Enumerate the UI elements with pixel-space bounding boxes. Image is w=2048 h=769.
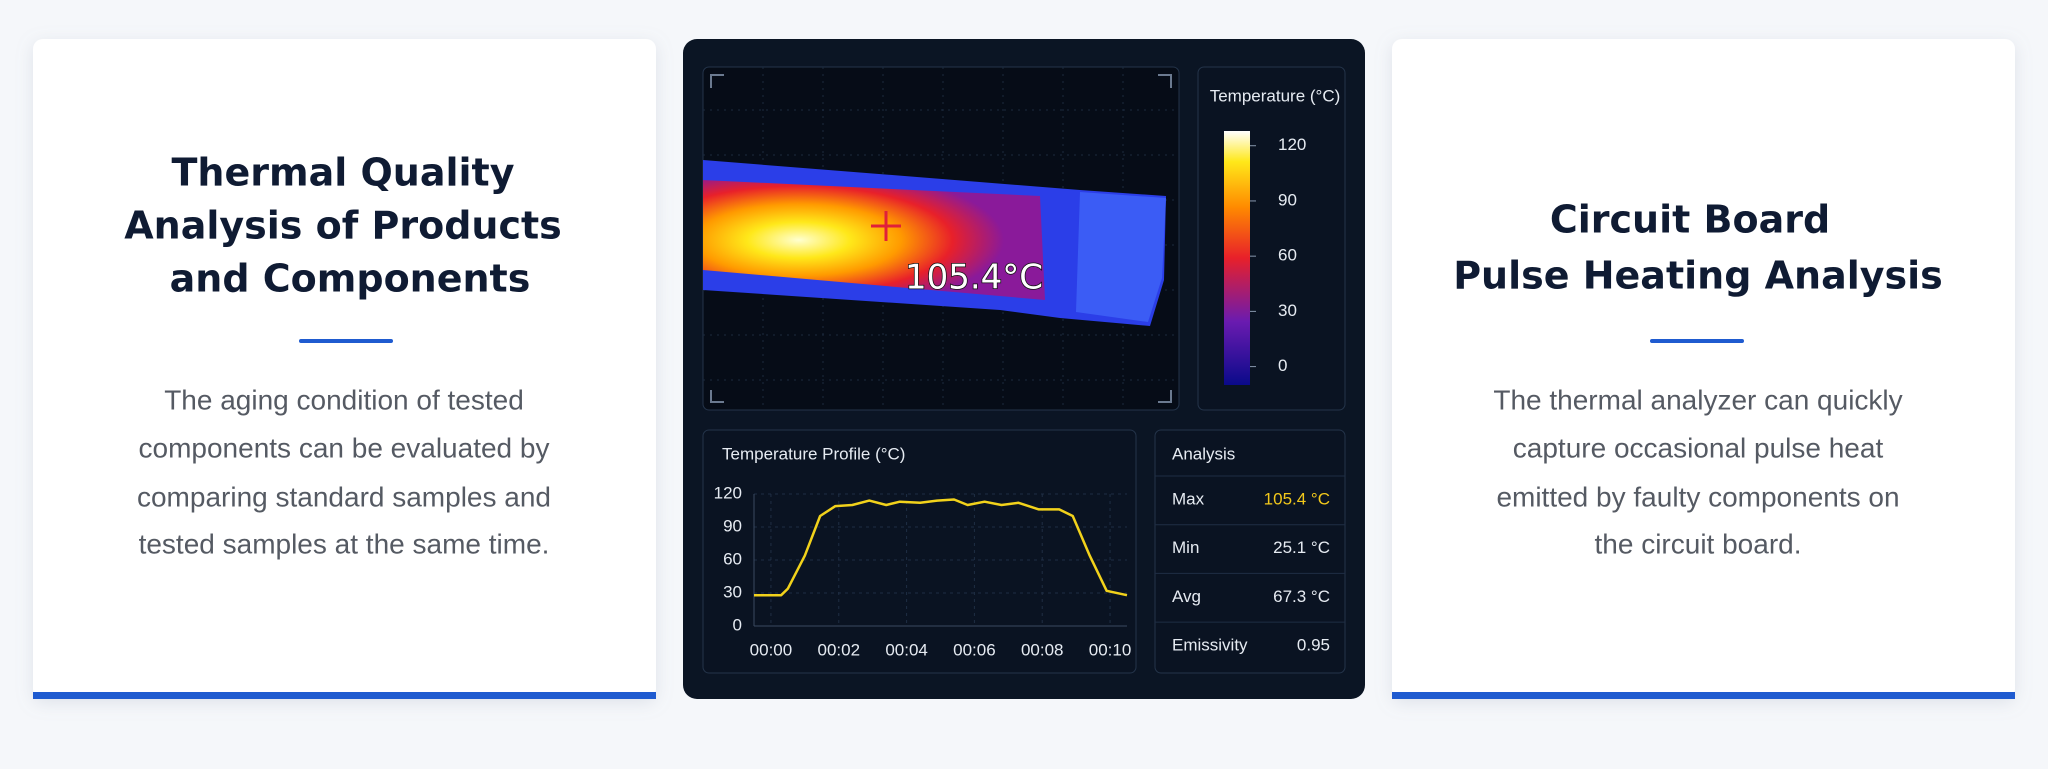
profile-line xyxy=(754,498,1128,597)
divider xyxy=(299,339,393,343)
card-title: Thermal Quality xyxy=(172,151,515,195)
card-accent xyxy=(1392,692,2015,699)
card-body: components can be evaluated by xyxy=(139,432,550,463)
card-body: The aging condition of tested xyxy=(164,384,524,415)
chart-title: Temperature Profile (°C) xyxy=(722,444,905,463)
analysis-label: Emissivity xyxy=(1172,636,1248,655)
analysis-label: Min xyxy=(1172,538,1199,557)
analysis-value: 25.1 °C xyxy=(1273,538,1330,557)
card-title: Pulse Heating Analysis xyxy=(1453,254,1943,298)
analysis-value: 0.95 xyxy=(1297,636,1330,655)
temperature-readout: 105.4°C xyxy=(905,258,1043,298)
colorbar-tick-label: 30 xyxy=(1278,301,1297,320)
divider xyxy=(1650,339,1744,343)
right-card: Circuit Board Pulse Heating Analysis The… xyxy=(1392,39,2015,699)
colorbar-title: Temperature (°C) xyxy=(1210,86,1341,105)
analysis-label: Max xyxy=(1172,489,1205,508)
card-body: the circuit board. xyxy=(1595,528,1802,559)
colorbar-tick-label: 60 xyxy=(1278,246,1297,265)
colorbar xyxy=(1224,131,1250,385)
object-end xyxy=(1076,192,1166,322)
colorbar-tick-label: 120 xyxy=(1278,135,1306,154)
analysis-label: Avg xyxy=(1172,587,1201,606)
thermal-object: 105.4°C xyxy=(703,160,1166,326)
left-card: Thermal Quality Analysis of Products and… xyxy=(33,39,656,699)
analysis-frame xyxy=(1154,429,1346,674)
x-tick-label: 00:04 xyxy=(885,640,928,659)
colorbar-frame xyxy=(1197,66,1346,411)
colorbar-ticks: 0 30 60 90 120 xyxy=(1250,135,1306,375)
card-accent xyxy=(33,692,656,699)
profile-chart: 0 30 60 90 120 00:00 00:02 00:04 00:06 00:08 00:10 xyxy=(714,483,1132,659)
card-body: tested samples at the same time. xyxy=(139,528,550,559)
card-bg xyxy=(33,39,656,699)
y-tick-label: 90 xyxy=(723,516,742,535)
y-tick-label: 30 xyxy=(723,582,742,601)
card-title: and Components xyxy=(170,257,531,301)
thermal-panel: 105.4°C Temperature (°C) 0 30 60 90 120 Temp… xyxy=(683,39,1365,699)
y-tick-label: 60 xyxy=(723,549,742,568)
x-tick-label: 00:10 xyxy=(1089,640,1132,659)
corner-brackets xyxy=(710,74,1172,403)
crosshair xyxy=(871,211,901,241)
profile-frame xyxy=(702,429,1137,674)
y-tick-label: 0 xyxy=(733,615,742,634)
card-body: The thermal analyzer can quickly xyxy=(1493,384,1902,415)
x-tick-label: 00:06 xyxy=(953,640,996,659)
y-tick-label: 120 xyxy=(714,483,742,502)
x-tick-label: 00:02 xyxy=(817,640,860,659)
card-body: capture occasional pulse heat xyxy=(1513,432,1884,463)
x-tick-label: 00:08 xyxy=(1021,640,1064,659)
card-body: comparing standard samples and xyxy=(137,481,551,512)
card-bg xyxy=(1392,39,2015,699)
analysis-value: 105.4 °C xyxy=(1264,489,1330,508)
colorbar-tick-label: 0 xyxy=(1278,356,1287,375)
colorbar-tick-label: 90 xyxy=(1278,190,1297,209)
analysis-value: 67.3 °C xyxy=(1273,587,1330,606)
card-body: emitted by faulty components on xyxy=(1496,481,1899,512)
analysis-title: Analysis xyxy=(1172,444,1235,463)
card-title: Circuit Board xyxy=(1550,198,1830,242)
analysis-rows: Max 105.4 °C Min 25.1 °C Avg 67.3 °C Emissivit… xyxy=(1155,475,1345,655)
object-hot xyxy=(703,180,1045,300)
x-tick-label: 00:00 xyxy=(750,640,793,659)
card-title: Analysis of Products xyxy=(124,204,562,248)
